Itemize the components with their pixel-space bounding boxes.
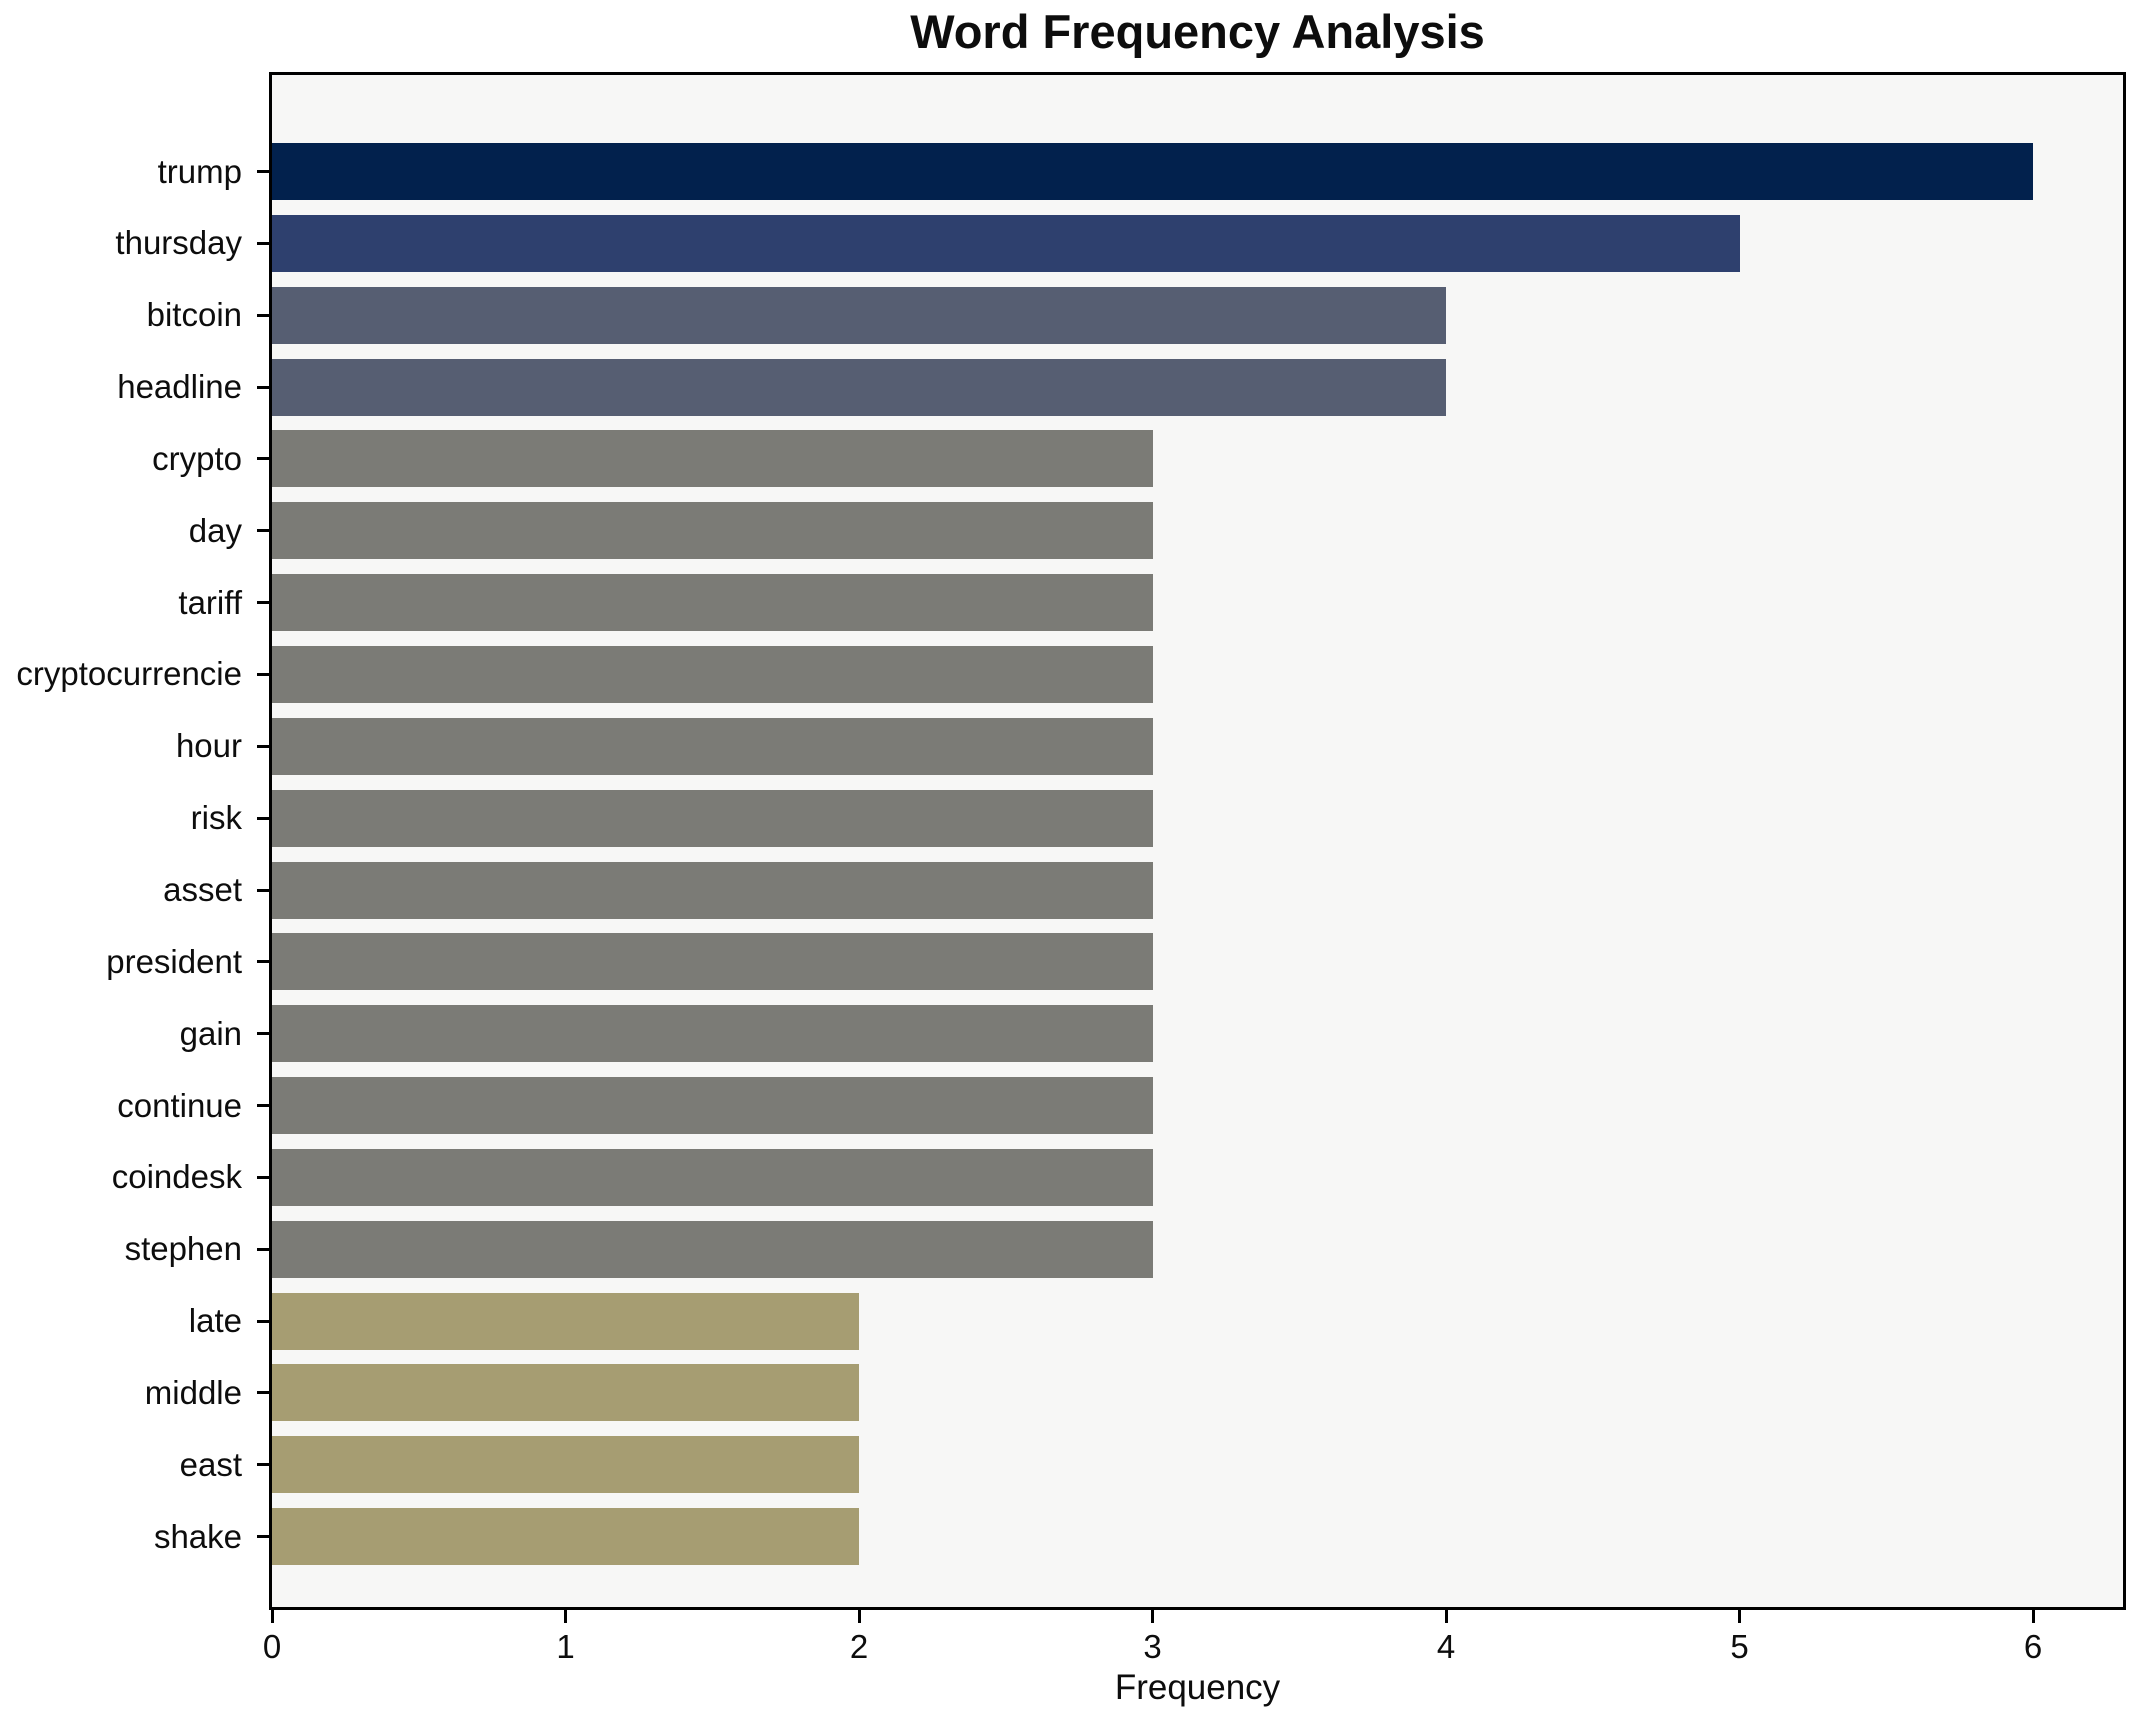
bar-cryptocurrencie — [272, 645, 1153, 703]
x-tick-2 — [857, 1610, 861, 1623]
y-tick-hour — [257, 744, 269, 748]
bar-trump — [272, 143, 2033, 200]
bar-gain — [272, 1005, 1153, 1063]
y-axis-label-president: president — [106, 942, 242, 980]
y-tick-trump — [257, 170, 269, 173]
bar-day — [272, 502, 1153, 560]
y-tick-risk — [257, 816, 269, 820]
plot-area — [269, 72, 2126, 1610]
bar-hour — [272, 717, 1153, 775]
y-tick-middle — [257, 1391, 269, 1395]
y-tick-asset — [257, 888, 269, 892]
y-tick-headline — [257, 385, 269, 389]
x-tick-6 — [2031, 1610, 2035, 1623]
y-tick-crypto — [257, 457, 269, 461]
x-tick-3 — [1151, 1610, 1154, 1623]
y-tick-shake — [257, 1535, 269, 1539]
y-tick-coindesk — [257, 1175, 269, 1179]
x-tick-label-6: 6 — [2023, 1628, 2043, 1665]
y-axis-label-tariff: tariff — [178, 583, 242, 621]
y-axis-label-continue: continue — [117, 1086, 242, 1124]
x-tick-5 — [1738, 1610, 1741, 1623]
y-axis-label-gain: gain — [179, 1014, 242, 1052]
y-tick-president — [257, 960, 269, 964]
bar-stephen — [272, 1220, 1153, 1278]
bar-headline — [272, 358, 1446, 416]
y-axis-label-headline: headline — [117, 368, 242, 406]
y-axis-label-east: east — [179, 1445, 242, 1483]
x-tick-1 — [564, 1610, 567, 1623]
y-axis-label-day: day — [188, 511, 242, 549]
x-tick-label-0: 0 — [262, 1628, 282, 1665]
y-axis-label-late: late — [188, 1302, 242, 1340]
y-axis-label-bitcoin: bitcoin — [146, 296, 242, 334]
x-tick-4 — [1444, 1610, 1448, 1623]
y-tick-gain — [257, 1032, 269, 1036]
bar-crypto — [272, 430, 1153, 488]
bar-coindesk — [272, 1148, 1153, 1206]
x-tick-label-2: 2 — [849, 1628, 869, 1665]
y-axis-label-risk: risk — [190, 799, 242, 837]
bar-asset — [272, 861, 1153, 919]
bar-thursday — [272, 214, 1740, 272]
bar-risk — [272, 789, 1153, 847]
x-axis-title: Frequency — [1114, 1668, 1281, 1707]
y-axis-label-middle: middle — [144, 1373, 242, 1411]
y-tick-stephen — [257, 1247, 269, 1251]
bar-tariff — [272, 574, 1153, 632]
y-tick-cryptocurrencie — [257, 672, 269, 676]
y-axis-label-coindesk: coindesk — [111, 1158, 242, 1196]
bar-president — [272, 933, 1153, 991]
y-tick-thursday — [257, 241, 269, 245]
y-tick-day — [257, 529, 269, 533]
bar-shake — [272, 1508, 859, 1566]
bar-continue — [272, 1077, 1153, 1135]
y-axis-label-stephen: stephen — [124, 1230, 242, 1268]
y-axis-label-trump: trump — [157, 152, 242, 190]
bar-east — [272, 1436, 859, 1494]
y-axis-label-asset: asset — [163, 871, 242, 908]
y-axis-label-crypto: crypto — [152, 439, 242, 477]
y-tick-continue — [257, 1104, 269, 1108]
chart-title: Word Frequency Analysis — [910, 5, 1485, 58]
y-tick-late — [257, 1319, 269, 1323]
y-tick-east — [257, 1463, 269, 1467]
bar-late — [272, 1292, 859, 1350]
x-tick-label-3: 3 — [1143, 1628, 1162, 1665]
y-tick-bitcoin — [257, 313, 269, 317]
bar-bitcoin — [272, 286, 1446, 344]
x-tick-label-4: 4 — [1436, 1628, 1456, 1665]
y-axis-label-thursday: thursday — [115, 224, 242, 262]
y-axis-label-hour: hour — [175, 727, 242, 765]
x-tick-label-5: 5 — [1730, 1628, 1749, 1665]
y-tick-tariff — [257, 601, 269, 605]
x-tick-label-1: 1 — [556, 1628, 575, 1665]
y-axis-label-cryptocurrencie: cryptocurrencie — [16, 655, 242, 693]
y-axis-label-shake: shake — [153, 1517, 242, 1555]
bar-middle — [272, 1364, 859, 1422]
x-tick-0 — [270, 1610, 274, 1623]
